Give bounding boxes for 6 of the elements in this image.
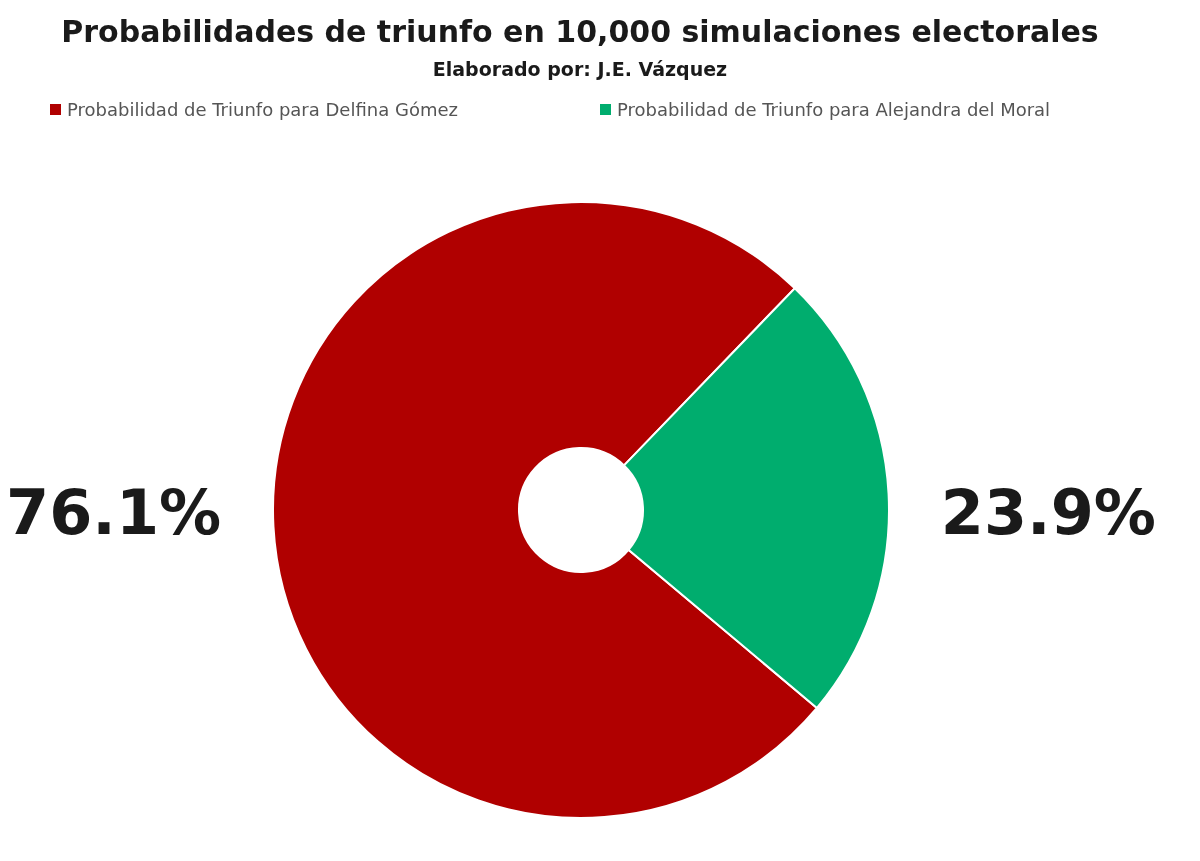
data-label: 23.9% xyxy=(940,476,1156,549)
legend-label: Probabilidad de Triunfo para Alejandra del Moral xyxy=(617,99,1051,120)
data-label: 76.1% xyxy=(6,476,222,549)
legend-label: Probabilidad de Triunfo para Delfina Gómez xyxy=(67,99,458,120)
chart-title: Probabilidades de triunfo en 10,000 simulaciones electorales xyxy=(61,14,1099,49)
chart-subtitle: Elaborado por: J.E. Vázquez xyxy=(432,58,728,80)
